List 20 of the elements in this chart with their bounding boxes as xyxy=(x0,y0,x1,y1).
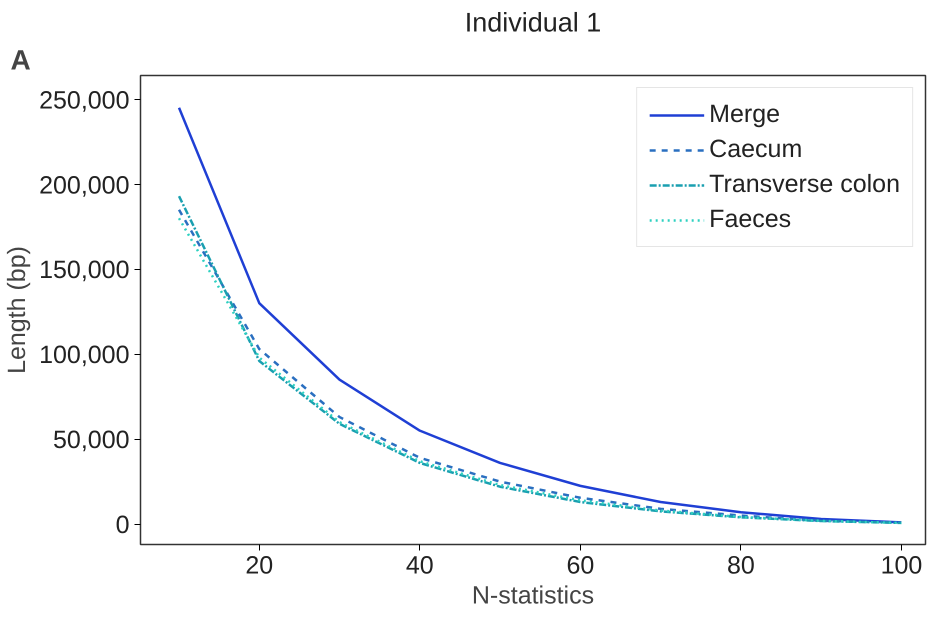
x-tick-label: 80 xyxy=(726,552,755,580)
y-tick-label: 100,000 xyxy=(39,341,130,370)
y-tick-label: 150,000 xyxy=(39,256,130,284)
y-tick-label: 200,000 xyxy=(39,171,130,200)
x-tick-label: 40 xyxy=(406,552,434,580)
line-series xyxy=(178,106,903,524)
y-tick-label: 250,000 xyxy=(39,86,130,114)
text: A xyxy=(10,44,31,76)
x-axis-title: N-statistics xyxy=(472,582,594,610)
legend-label: Faeces xyxy=(709,205,792,234)
chart-title: Individual 1 xyxy=(464,8,602,38)
y-tick-label: 50,000 xyxy=(53,426,130,454)
y-axis-title: Length (bp) xyxy=(3,246,32,374)
x-tick-label: 100 xyxy=(880,552,922,580)
y-tick-label: 0 xyxy=(116,511,130,540)
x-tick-label: 60 xyxy=(566,552,594,580)
legend-label: Merge xyxy=(709,100,780,129)
legend-label: Caecum xyxy=(709,135,802,164)
x-tick-label: 20 xyxy=(245,552,274,580)
legend-label: Transverse colon xyxy=(709,170,900,199)
